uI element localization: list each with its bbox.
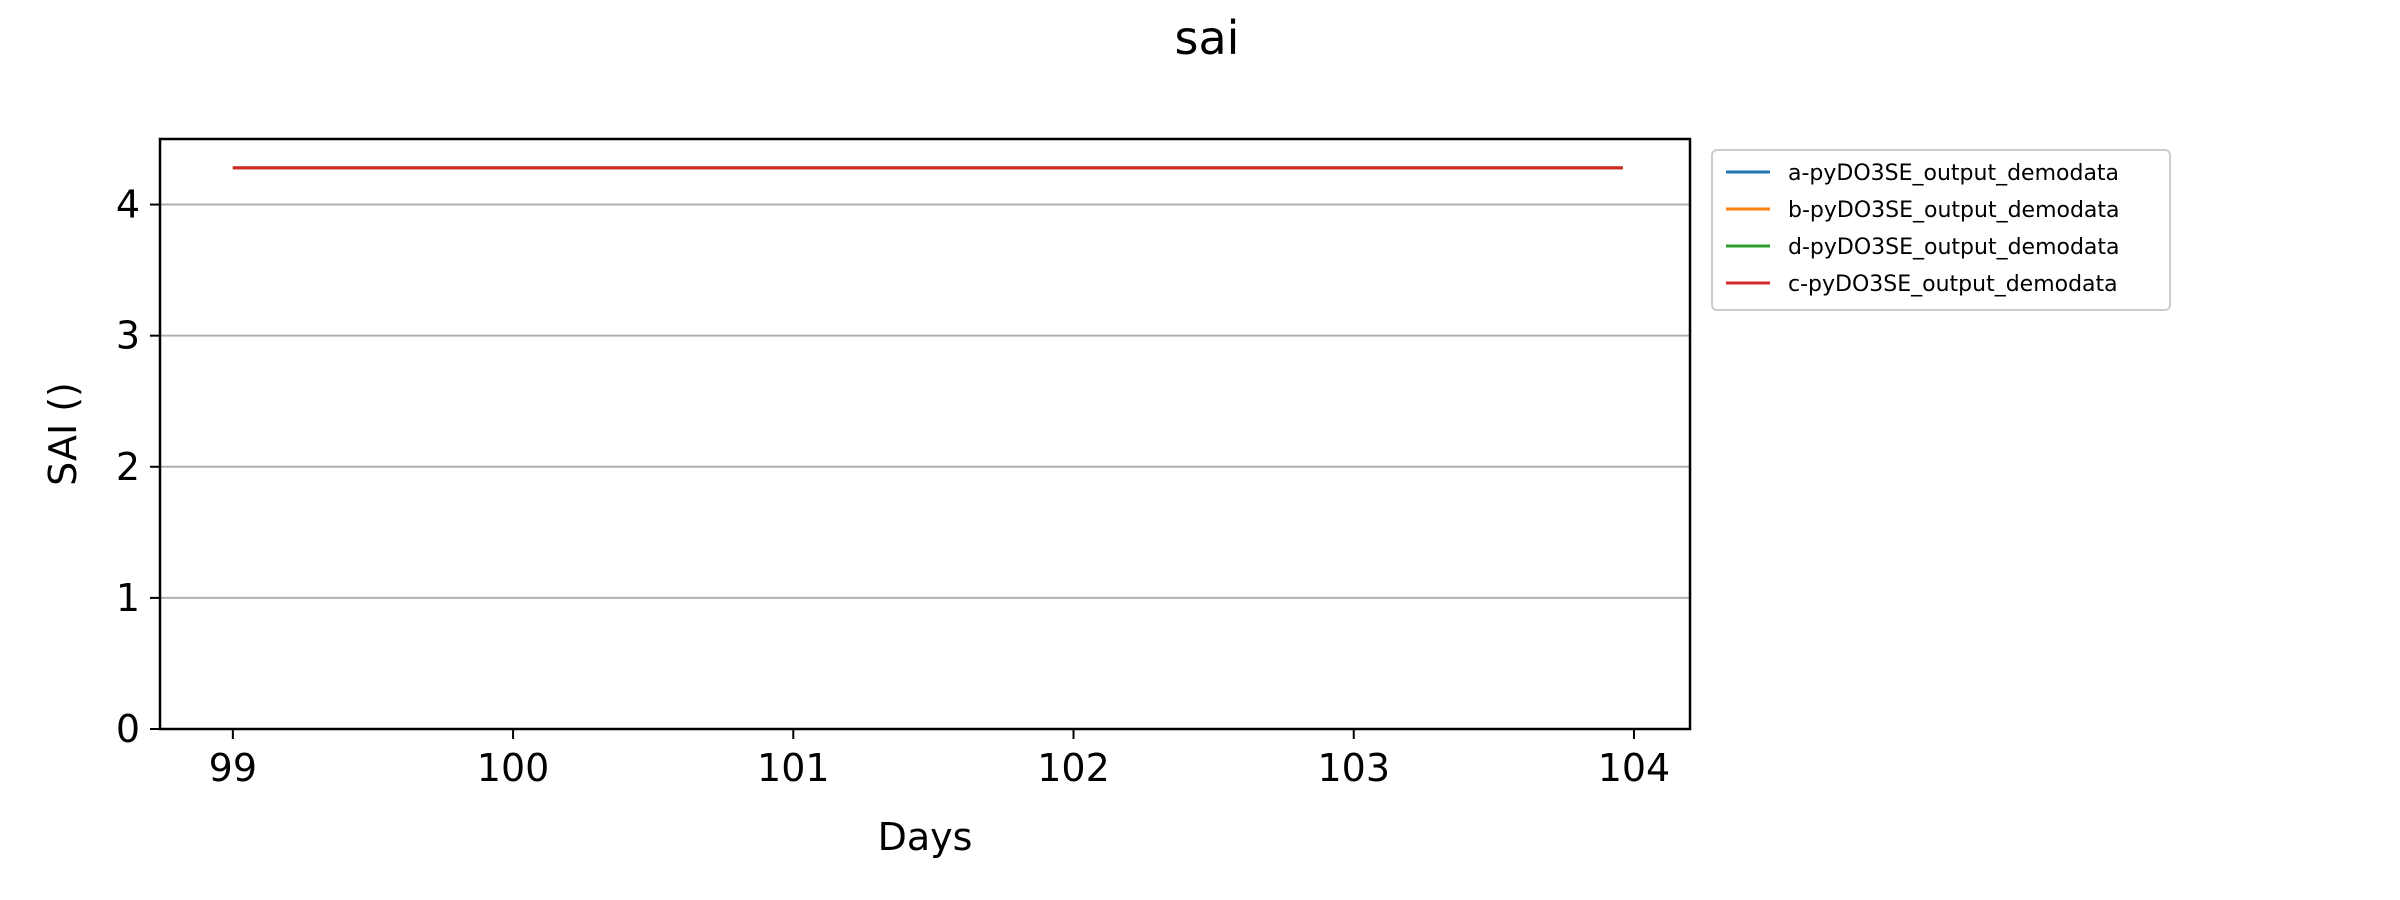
x-tick-label: 102	[1037, 746, 1110, 790]
y-axis-ticks: 0 1 2 3 4	[116, 183, 160, 751]
plot-frame	[158, 137, 1692, 731]
y-tick-label: 0	[116, 707, 140, 751]
legend: a-pyDO3SE_output_demodata b-pyDO3SE_outpu…	[1711, 149, 2171, 311]
y-axis-label: SAI ()	[41, 382, 85, 486]
x-tick-label: 99	[209, 746, 257, 790]
grid	[160, 203, 1690, 730]
legend-label: a-pyDO3SE_output_demodata	[1788, 161, 2119, 186]
legend-item: c-pyDO3SE_output_demodata	[1726, 272, 2118, 297]
x-tick-label: 103	[1317, 746, 1390, 790]
x-tick-label: 101	[757, 746, 830, 790]
y-tick-label: 1	[116, 576, 140, 620]
legend-item: a-pyDO3SE_output_demodata	[1726, 161, 2119, 186]
y-tick-label: 4	[116, 183, 140, 227]
chart-title: sai	[1175, 11, 1240, 65]
legend-item: b-pyDO3SE_output_demodata	[1726, 198, 2120, 223]
y-tick-label: 2	[116, 445, 140, 489]
legend-label: c-pyDO3SE_output_demodata	[1788, 272, 2118, 297]
legend-label: b-pyDO3SE_output_demodata	[1788, 198, 2120, 223]
y-tick-label: 3	[116, 314, 140, 358]
legend-label: d-pyDO3SE_output_demodata	[1788, 235, 2120, 260]
x-axis-label: Days	[878, 815, 973, 859]
legend-box	[1711, 149, 2171, 311]
x-tick-label: 100	[477, 746, 550, 790]
legend-item: d-pyDO3SE_output_demodata	[1726, 235, 2120, 260]
x-tick-label: 104	[1598, 746, 1671, 790]
x-axis-ticks: 99 100 101 102 103 104	[209, 729, 1671, 790]
